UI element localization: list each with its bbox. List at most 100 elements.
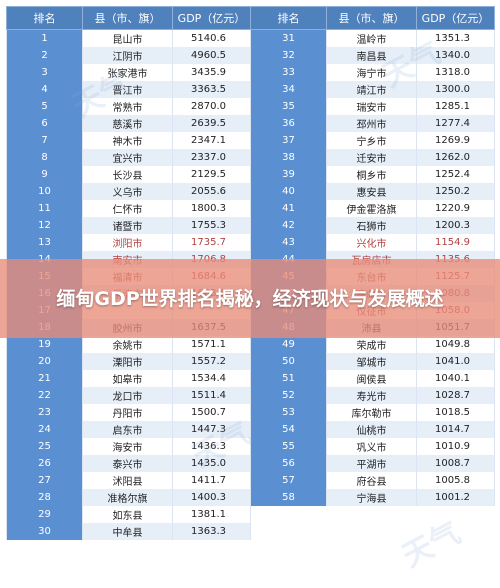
county-cell: 昆山市 — [82, 29, 173, 47]
table-header-row: 排名 县（市、旗） GDP（亿元） — [6, 6, 251, 30]
rank-cell: 53 — [250, 404, 327, 421]
county-cell: 张家港市 — [82, 64, 173, 81]
table-row: 10 义乌市 2055.6 — [6, 183, 251, 200]
county-cell: 诸暨市 — [82, 217, 173, 234]
table-row: 58 宁海县 1001.2 — [250, 489, 495, 506]
gdp-cell: 1436.3 — [172, 438, 251, 455]
rank-cell: 31 — [250, 29, 327, 47]
table-row: 51 闽侯县 1040.1 — [250, 370, 495, 387]
county-cell: 仙桃市 — [326, 421, 417, 438]
table-row: 29 如东县 1381.1 — [6, 506, 251, 523]
gdp-cell: 1571.1 — [172, 336, 251, 353]
table-row: 31 温岭市 1351.3 — [250, 29, 495, 47]
county-cell: 神木市 — [82, 132, 173, 149]
ranking-table-right: 排名 县（市、旗） GDP（亿元） 31 温岭市 1351.3 32 南昌县 1340.0… — [250, 6, 495, 506]
gdp-cell: 1154.9 — [416, 234, 495, 251]
county-cell: 寿光市 — [326, 387, 417, 404]
county-cell: 宁海县 — [326, 489, 417, 506]
county-cell: 泰兴市 — [82, 455, 173, 472]
table-row: 28 准格尔旗 1400.3 — [6, 489, 251, 506]
gdp-cell: 1005.8 — [416, 472, 495, 489]
gdp-cell: 1800.3 — [172, 200, 251, 217]
gdp-cell: 1735.7 — [172, 234, 251, 251]
gdp-cell: 1262.0 — [416, 149, 495, 166]
table-row: 54 仙桃市 1014.7 — [250, 421, 495, 438]
rank-cell: 12 — [6, 217, 83, 234]
rank-cell: 54 — [250, 421, 327, 438]
county-cell: 启东市 — [82, 421, 173, 438]
table-row: 34 靖江市 1300.0 — [250, 81, 495, 98]
gdp-cell: 1018.5 — [416, 404, 495, 421]
table-row: 5 常熟市 2870.0 — [6, 98, 251, 115]
gdp-cell: 3363.5 — [172, 81, 251, 98]
rank-cell: 4 — [6, 81, 83, 98]
gdp-cell: 1028.7 — [416, 387, 495, 404]
gdp-cell: 1220.9 — [416, 200, 495, 217]
header-rank: 排名 — [250, 6, 327, 30]
table-row: 43 兴化市 1154.9 — [250, 234, 495, 251]
table-row: 25 海安市 1436.3 — [6, 438, 251, 455]
rank-cell: 29 — [6, 506, 83, 523]
gdp-cell: 2129.5 — [172, 166, 251, 183]
table-row: 3 张家港市 3435.9 — [6, 64, 251, 81]
headline-banner: 缅甸GDP世界排名揭秘，经济现状与发展概述 — [0, 259, 500, 338]
gdp-cell: 2347.1 — [172, 132, 251, 149]
rank-cell: 51 — [250, 370, 327, 387]
county-cell: 南昌县 — [326, 47, 417, 64]
table-row: 50 邹城市 1041.0 — [250, 353, 495, 370]
rank-cell: 56 — [250, 455, 327, 472]
county-cell: 平湖市 — [326, 455, 417, 472]
gdp-cell: 1534.4 — [172, 370, 251, 387]
table-row: 49 荣成市 1049.8 — [250, 336, 495, 353]
county-cell: 中牟县 — [82, 523, 173, 540]
rank-cell: 38 — [250, 149, 327, 166]
table-row: 20 溧阳市 1557.2 — [6, 353, 251, 370]
table-row: 41 伊金霍洛旗 1220.9 — [250, 200, 495, 217]
table-row: 37 宁乡市 1269.9 — [250, 132, 495, 149]
gdp-cell: 1447.3 — [172, 421, 251, 438]
table-row: 53 库尔勒市 1018.5 — [250, 404, 495, 421]
gdp-cell: 1318.0 — [416, 64, 495, 81]
table-row: 39 桐乡市 1252.4 — [250, 166, 495, 183]
county-cell: 仁怀市 — [82, 200, 173, 217]
county-cell: 闽侯县 — [326, 370, 417, 387]
rank-cell: 24 — [6, 421, 83, 438]
table-row: 35 瑞安市 1285.1 — [250, 98, 495, 115]
table-row: 9 长沙县 2129.5 — [6, 166, 251, 183]
rank-cell: 9 — [6, 166, 83, 183]
table-row: 21 如皋市 1534.4 — [6, 370, 251, 387]
rank-cell: 34 — [250, 81, 327, 98]
county-cell: 义乌市 — [82, 183, 173, 200]
rank-cell: 37 — [250, 132, 327, 149]
county-cell: 宁乡市 — [326, 132, 417, 149]
rank-cell: 13 — [6, 234, 83, 251]
gdp-cell: 1040.1 — [416, 370, 495, 387]
county-cell: 惠安县 — [326, 183, 417, 200]
rank-cell: 21 — [6, 370, 83, 387]
rank-cell: 25 — [6, 438, 83, 455]
county-cell: 浏阳市 — [82, 234, 173, 251]
county-cell: 沭阳县 — [82, 472, 173, 489]
rank-cell: 26 — [6, 455, 83, 472]
rank-cell: 41 — [250, 200, 327, 217]
gdp-cell: 1250.2 — [416, 183, 495, 200]
rank-cell: 32 — [250, 47, 327, 64]
gdp-cell: 1300.0 — [416, 81, 495, 98]
table-row: 19 余姚市 1571.1 — [6, 336, 251, 353]
table-row: 13 浏阳市 1735.7 — [6, 234, 251, 251]
gdp-table-right: 排名 县（市、旗） GDP（亿元） 31 温岭市 1351.3 32 南昌县 1340.0… — [250, 6, 495, 506]
gdp-cell: 1351.3 — [416, 29, 495, 47]
rank-cell: 19 — [6, 336, 83, 353]
table-row: 40 惠安县 1250.2 — [250, 183, 495, 200]
header-county: 县（市、旗） — [326, 6, 417, 30]
county-cell: 邹城市 — [326, 353, 417, 370]
rank-cell: 7 — [6, 132, 83, 149]
county-cell: 荣成市 — [326, 336, 417, 353]
rank-cell: 39 — [250, 166, 327, 183]
gdp-cell: 2055.6 — [172, 183, 251, 200]
rank-cell: 27 — [6, 472, 83, 489]
watermark-text: 天气 — [396, 515, 467, 575]
county-cell: 伊金霍洛旗 — [326, 200, 417, 217]
rank-cell: 28 — [6, 489, 83, 506]
